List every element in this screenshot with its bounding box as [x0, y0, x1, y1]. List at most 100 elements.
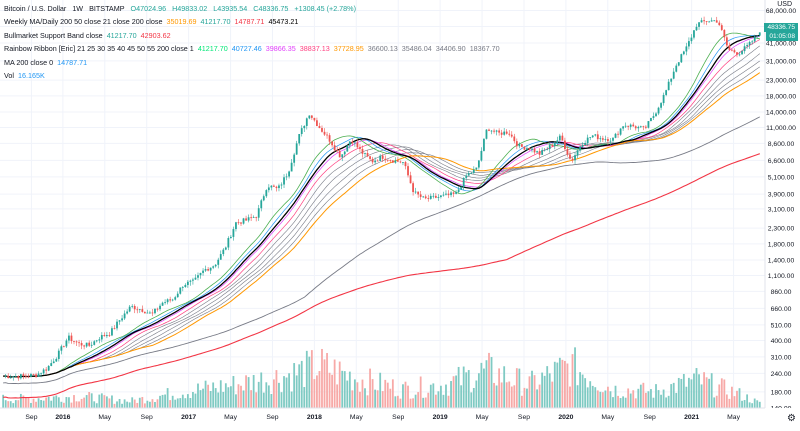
volume-bar: [657, 390, 660, 408]
candle: [665, 90, 668, 95]
candle: [480, 150, 483, 161]
candle: [40, 373, 43, 375]
volume-bar: [733, 396, 736, 408]
price-scale[interactable]: 68,000.0053,000.0041,000.0031,000.0023,0…: [764, 0, 800, 426]
volume-bar: [472, 387, 475, 408]
volume-bar: [247, 377, 250, 408]
volume-bar: [376, 390, 379, 408]
time-scale[interactable]: Sep 2016 May Sep 2017 May Sep 2018 May Sep 2019 May…: [0, 407, 800, 426]
candle: [564, 140, 566, 150]
volume-bar: [103, 395, 106, 408]
y-tick-label: 860.00: [771, 289, 792, 296]
volume-bar: [483, 368, 485, 408]
candle: [614, 133, 617, 138]
symbol-title[interactable]: Bitcoin / U.S. Dollar: [4, 4, 67, 13]
volume-bar: [260, 372, 263, 408]
gear-icon[interactable]: ⚙: [787, 413, 796, 424]
candle: [333, 145, 336, 151]
x-tick-label: 2019: [433, 414, 448, 421]
candle: [95, 340, 98, 342]
indicator-row[interactable]: Rainbow Ribbon [Eric] 21 25 30 35 40 45 …: [4, 42, 504, 55]
candle: [151, 312, 154, 314]
indicator-value: 41217.70: [200, 17, 231, 27]
volume-bar: [133, 399, 136, 408]
indicator-row[interactable]: Weekly MA/Daily 200 50 close 21 close 20…: [4, 15, 504, 28]
x-tick-label: 2017: [181, 414, 196, 421]
volume-bar: [736, 390, 738, 408]
volume-bar: [690, 379, 693, 408]
candle: [720, 25, 723, 30]
candle: [637, 126, 640, 129]
candle: [250, 217, 253, 219]
volume-bar: [508, 381, 511, 408]
candle: [166, 299, 169, 303]
candle: [242, 218, 245, 224]
candle: [589, 137, 592, 139]
candle: [650, 117, 652, 122]
candle: [617, 133, 619, 135]
volume-bar: [4, 400, 7, 408]
candle: [247, 217, 250, 221]
candle: [655, 113, 657, 117]
volume-bar: [22, 395, 25, 408]
volume-bar: [531, 370, 533, 408]
candle: [508, 133, 511, 135]
volume-bar: [9, 401, 12, 408]
volume-bar: [526, 388, 528, 408]
volume-bar: [356, 382, 359, 408]
candle: [685, 46, 688, 52]
volume-bar: [328, 372, 331, 408]
volume-bar: [318, 371, 321, 408]
volume-bar: [379, 372, 382, 408]
indicator-row[interactable]: MA 200 close 0 14787.71: [4, 56, 504, 69]
candle: [457, 189, 460, 193]
volume-bar: [528, 376, 531, 408]
candle: [639, 126, 642, 128]
volume-bar: [523, 387, 526, 408]
volume-bar: [174, 399, 177, 408]
volume-bar: [371, 379, 374, 408]
volume-bar: [493, 382, 495, 408]
candle: [351, 141, 354, 144]
volume-bar: [40, 400, 43, 408]
volume-bar: [341, 370, 344, 408]
candle: [672, 71, 675, 79]
volume-bar: [650, 389, 652, 408]
y-tick-label: 3,100.00: [768, 206, 795, 213]
candle: [500, 132, 503, 135]
volume-bar: [700, 384, 703, 408]
candle: [143, 311, 146, 314]
volume-bar: [290, 391, 293, 408]
indicator-row[interactable]: Bullmarket Support Band close 41217.70 429…: [4, 29, 504, 42]
close-value: C48336.75: [253, 4, 289, 13]
candle: [419, 194, 422, 197]
last-price-badge: 48336.75: [764, 23, 798, 33]
indicator-row[interactable]: Vol 16.165K: [4, 69, 504, 82]
candle: [601, 138, 604, 140]
currency-label[interactable]: USD: [777, 1, 792, 8]
candle: [599, 138, 602, 140]
volume-bar: [758, 401, 761, 408]
volume-bar: [612, 397, 614, 408]
candle: [123, 313, 126, 319]
candle: [417, 191, 420, 195]
volume-bar: [131, 397, 134, 408]
volume-bar: [655, 384, 657, 408]
indicator-value: 37728.95: [333, 44, 364, 54]
candle: [677, 62, 680, 66]
candle: [300, 128, 303, 135]
volume-bar: [746, 394, 749, 408]
volume-bar: [536, 389, 538, 408]
candle: [361, 148, 364, 154]
candle: [174, 297, 177, 300]
candle: [634, 126, 637, 129]
volume-bar: [62, 402, 65, 408]
volume-bar: [741, 400, 743, 408]
interval-label[interactable]: 1W: [72, 4, 84, 13]
volume-bar: [574, 347, 576, 408]
candle: [131, 305, 134, 307]
candle: [384, 158, 387, 160]
candle: [17, 376, 20, 379]
